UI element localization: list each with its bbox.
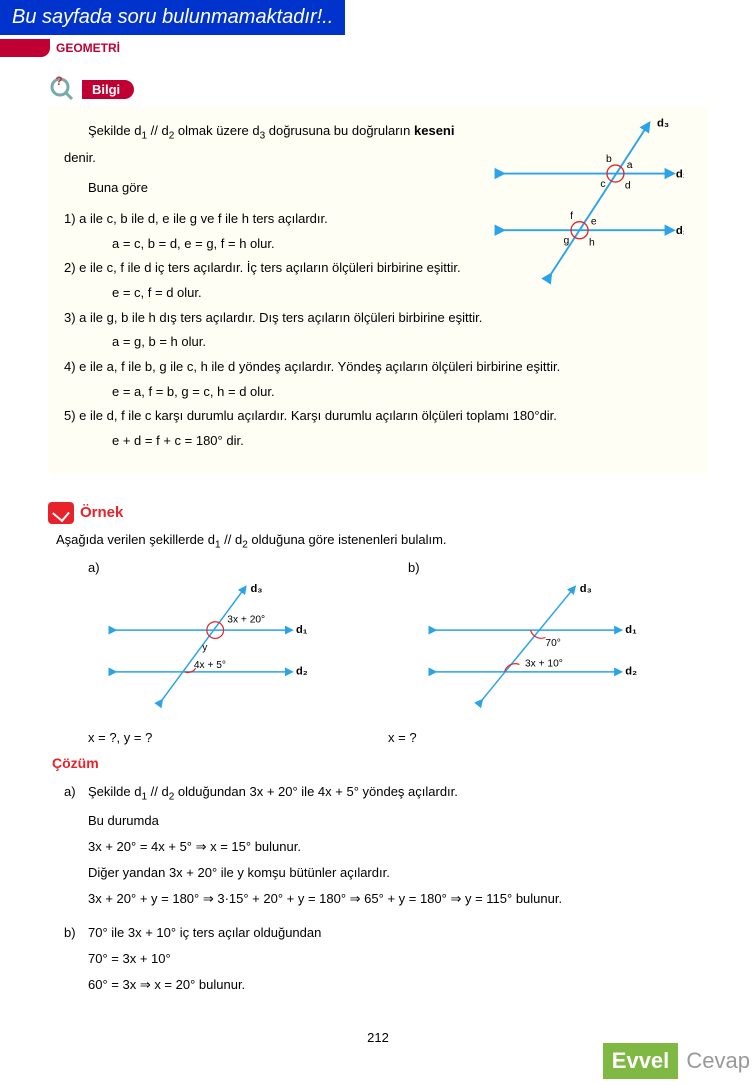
bilgi-item4: 4) e ile a, f ile b, g ile c, h ile d yö… xyxy=(64,355,692,380)
check-icon xyxy=(48,502,74,524)
sol-a-l1a: Şekilde d xyxy=(88,784,141,799)
sol-a-l4: Diğer yandan 3x + 20° ile y komşu bütünl… xyxy=(88,860,708,886)
bilgi-intro-b: // d xyxy=(147,123,169,138)
bilgi-item3: 3) a ile g, b ile h dış ters açılardır. … xyxy=(64,306,692,331)
svg-text:3x + 10°: 3x + 10° xyxy=(525,659,563,670)
a-letter: a) xyxy=(88,560,368,575)
bilgi-item4eq: e = a, f = b, g = c, h = d olur. xyxy=(112,380,692,405)
ornek-label: Örnek xyxy=(80,504,123,521)
svg-text:h: h xyxy=(589,237,595,248)
svg-text:d₂: d₂ xyxy=(296,666,308,678)
sol-a-l1b: // d xyxy=(147,784,169,799)
svg-text:b: b xyxy=(606,154,612,165)
bilgi-intro-a: Şekilde d xyxy=(88,123,141,138)
svg-text:?: ? xyxy=(55,75,62,88)
sol-a-letter: a) xyxy=(64,779,88,912)
svg-text:3x + 20°: 3x + 20° xyxy=(227,615,265,626)
svg-text:4x + 5°: 4x + 5° xyxy=(194,661,226,672)
section-label: GEOMETRİ xyxy=(56,41,756,55)
d1-label: d₁ xyxy=(676,168,684,180)
svg-text:d₃: d₃ xyxy=(251,583,263,595)
bilgi-diagram: d₃ d₁ d₂ a b c d e f g h xyxy=(494,115,684,285)
svg-text:d₃: d₃ xyxy=(580,583,592,595)
logo-green: Evvel xyxy=(603,1043,679,1079)
sol-b-l1: 70° ile 3x + 10° iç ters açılar olduğund… xyxy=(88,920,708,946)
bilgi-intro-c: olmak üzere d xyxy=(174,123,259,138)
svg-text:g: g xyxy=(564,235,570,246)
sol-a-l3: 3x + 20° = 4x + 5° ⇒ x = 15° bulunur. xyxy=(88,834,708,860)
sol-b-l3: 60° = 3x ⇒ x = 20° bulunur. xyxy=(88,972,708,998)
b-letter: b) xyxy=(408,560,688,575)
svg-text:f: f xyxy=(570,211,573,222)
ornek-intro-c: olduğuna göre istenenleri bulalım. xyxy=(248,532,447,547)
cozum-label: Çözüm xyxy=(52,755,708,771)
magnifier-icon: ? xyxy=(48,75,76,103)
evvel-logo: Evvel Cevap xyxy=(603,1043,750,1079)
svg-text:y: y xyxy=(202,643,208,654)
solution-list: a) Şekilde d1 // d2 olduğundan 3x + 20° … xyxy=(64,779,708,998)
svg-text:d₁: d₁ xyxy=(625,624,637,636)
q-a: x = ?, y = ? xyxy=(88,730,388,745)
ornek-intro-a: Aşağıda verilen şekillerde d xyxy=(56,532,215,547)
sol-b-letter: b) xyxy=(64,920,88,998)
svg-text:c: c xyxy=(600,179,605,190)
diagram-b: d₃ d₁ d₂ 70° 3x + 10° xyxy=(408,579,668,709)
ornek-header: Örnek xyxy=(48,502,708,524)
bilgi-item5: 5) e ile d, f ile c karşı durumlu açılar… xyxy=(64,404,692,429)
sol-a-l5: 3x + 20° + y = 180° ⇒ 3·15° + 20° + y = … xyxy=(88,886,708,912)
svg-text:d₂: d₂ xyxy=(625,666,637,678)
q-b: x = ? xyxy=(388,730,417,745)
bilgi-header: ? Bilgi xyxy=(48,75,708,103)
d2-label: d₂ xyxy=(676,225,684,237)
sol-a-l2: Bu durumda xyxy=(88,808,708,834)
svg-text:d: d xyxy=(625,181,631,192)
ornek-intro-b: // d xyxy=(221,532,243,547)
bilgi-intro-e: keseni xyxy=(414,123,454,138)
svg-text:70°: 70° xyxy=(545,638,560,649)
bilgi-label: Bilgi xyxy=(82,80,134,99)
bilgi-item3eq: a = g, b = h olur. xyxy=(112,330,692,355)
bilgi-box: Şekilde d1 // d2 olmak üzere d3 doğrusun… xyxy=(48,107,708,474)
svg-text:e: e xyxy=(591,217,597,228)
top-banner: Bu sayfada soru bulunmamaktadır!.. xyxy=(0,0,345,35)
svg-text:a: a xyxy=(627,160,633,171)
question-row: x = ?, y = ? x = ? xyxy=(88,730,708,745)
bilgi-item5eq: e + d = f + c = 180° dir. xyxy=(112,429,692,454)
bilgi-intro-d: doğrusuna bu doğruların xyxy=(265,123,414,138)
d3-label: d₃ xyxy=(657,117,669,129)
sol-b-l2: 70° = 3x + 10° xyxy=(88,946,708,972)
sol-a-l1c: olduğundan 3x + 20° ile 4x + 5° yöndeş a… xyxy=(174,784,458,799)
red-bar xyxy=(0,39,50,57)
svg-text:d₁: d₁ xyxy=(296,624,308,636)
diagram-a: d₃ d₁ d₂ 3x + 20° y 4x + 5° xyxy=(88,579,348,709)
logo-grey: Cevap xyxy=(680,1048,750,1073)
diagrams-row: a) d₃ d₁ d₂ 3x + 20° y 4x + 5° xyxy=(88,560,708,712)
